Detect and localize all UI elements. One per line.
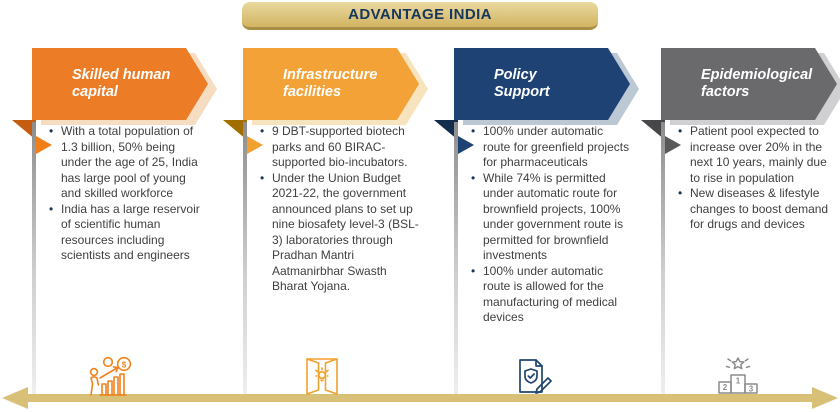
column-title: Skilled human capital [72, 66, 171, 100]
ranking-podium-icon: 1 2 3 [714, 355, 762, 402]
bullet-item: With a total population of 1.3 billion, … [48, 124, 208, 202]
bullet-item: India has a large reservoir of scientifi… [48, 202, 208, 264]
timeline-line [661, 122, 665, 400]
header-arrow: Infrastructure facilities [243, 48, 419, 120]
bullet-list: 9 DBT-supported biotech parks and 60 BIR… [259, 124, 419, 295]
bullet-item: 100% under automatic route is allowed fo… [470, 264, 630, 326]
podium-first-label: 1 [735, 377, 740, 386]
column-title: Epidemiological factors [701, 66, 813, 100]
podium-third-label: 3 [748, 385, 753, 394]
timeline-line [454, 122, 458, 400]
timeline-line [32, 122, 36, 400]
bottom-arrow-right-head [812, 387, 838, 409]
column-skilled-human-capital: Skilled human capital With a total popul… [8, 44, 212, 412]
bullet-list: Patient pool expected to increase over 2… [677, 124, 837, 233]
header-arrow: Skilled human capital [32, 48, 208, 120]
bullet-item: Patient pool expected to increase over 2… [677, 124, 837, 186]
title-banner: ADVANTAGE INDIA [242, 2, 598, 30]
timeline-line [243, 122, 247, 400]
column-policy-support: Policy Support 100% under automatic rout… [430, 44, 632, 412]
podium-second-label: 2 [722, 383, 727, 392]
page-title: ADVANTAGE INDIA [348, 6, 492, 23]
header-arrow: Epidemiological factors [661, 48, 837, 120]
bullet-item: New diseases & lifestyle changes to boos… [677, 186, 837, 233]
header-arrow: Policy Support [454, 48, 630, 120]
bottom-arrow-left-head [2, 387, 28, 409]
open-doors-idea-icon [299, 355, 345, 402]
bottom-timeline-arrow [26, 394, 814, 402]
bullet-item: 9 DBT-supported biotech parks and 60 BIR… [259, 124, 419, 171]
bullet-item: While 74% is permitted under automatic r… [470, 171, 630, 264]
bullet-list: With a total population of 1.3 billion, … [48, 124, 208, 264]
bullet-item: Under the Union Budget 2021-22, the gove… [259, 171, 419, 295]
column-infrastructure-facilities: Infrastructure facilities 9 DBT-supporte… [219, 44, 425, 412]
bullet-item: 100% under automatic route for greenfiel… [470, 124, 630, 171]
column-title: Policy Support [494, 66, 550, 100]
column-epidemiological-factors: Epidemiological factors Patient pool exp… [637, 44, 838, 412]
policy-document-check-icon [508, 355, 554, 402]
coin-dollar-glyph: $ [122, 360, 127, 369]
column-title: Infrastructure facilities [283, 66, 378, 100]
bullet-list: 100% under automatic route for greenfiel… [470, 124, 630, 326]
workforce-growth-icon: $ [85, 355, 135, 402]
